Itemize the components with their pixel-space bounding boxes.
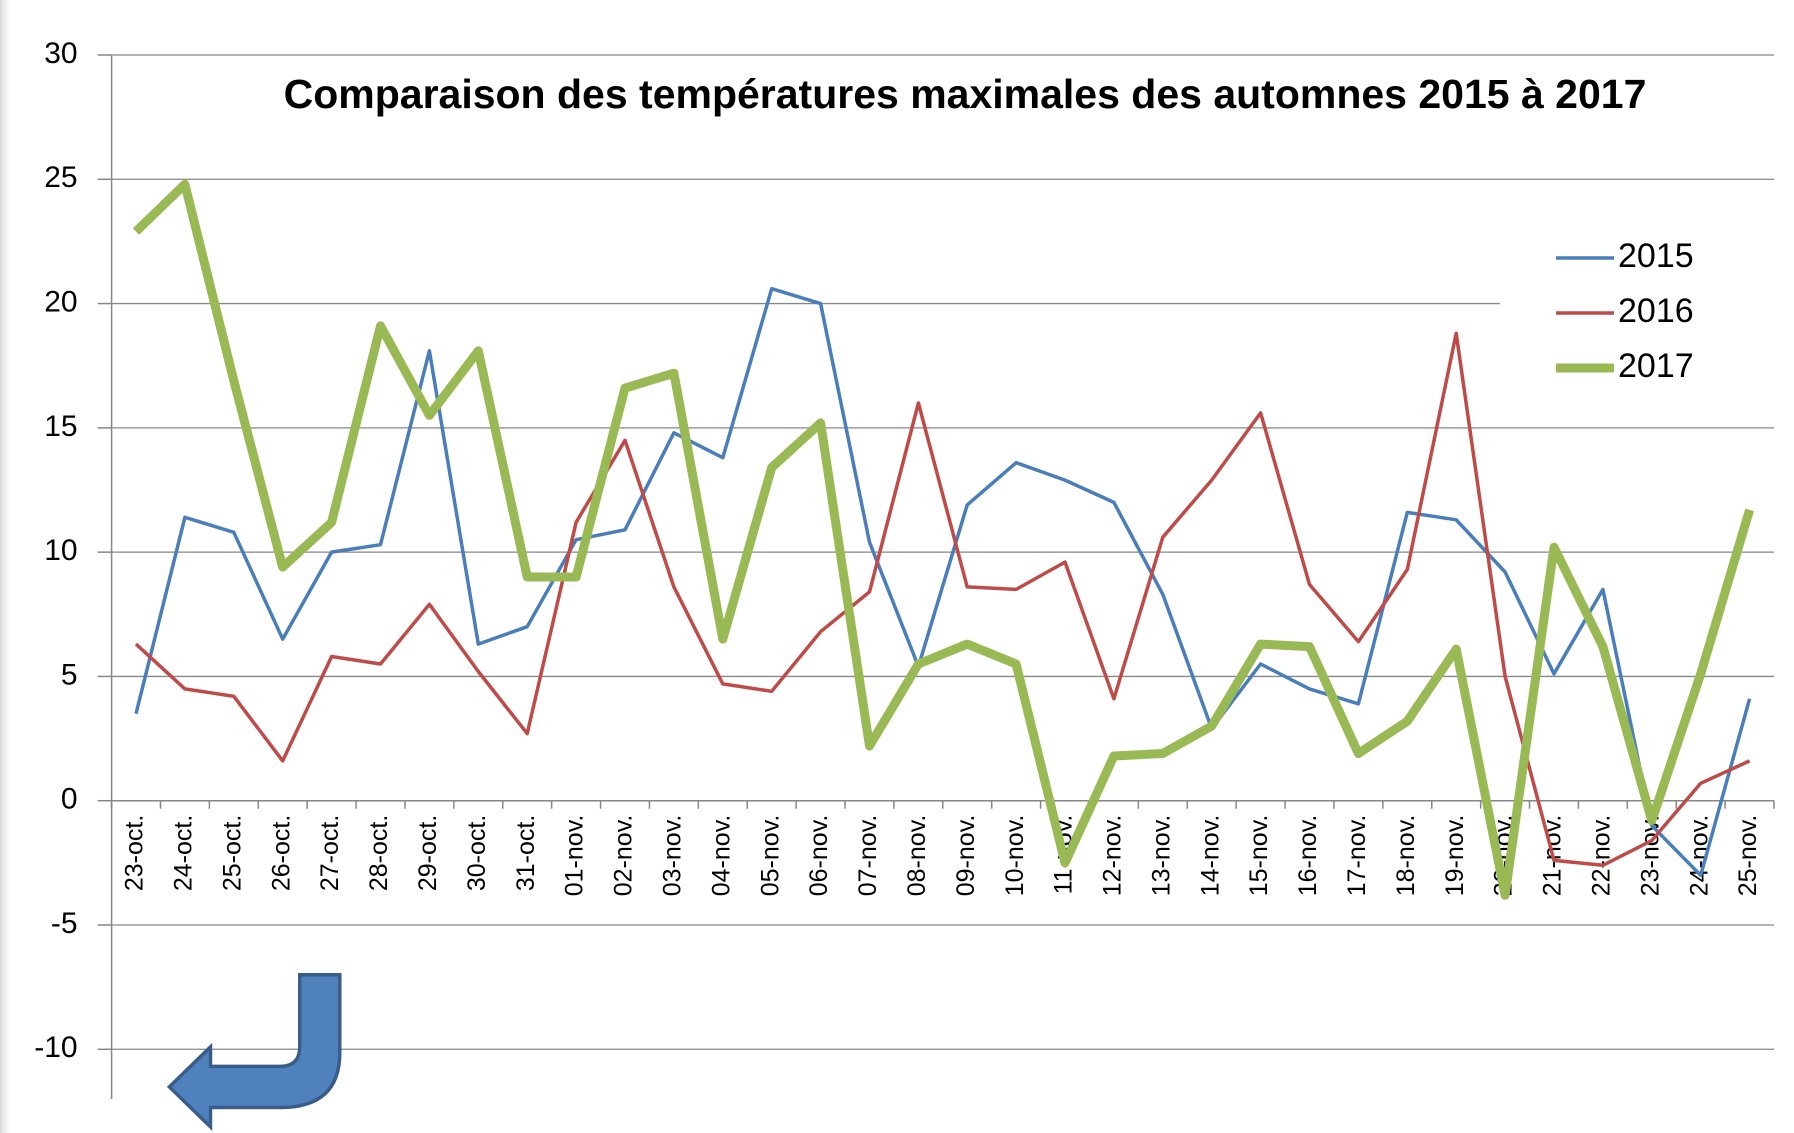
y-tick-label: 30 bbox=[44, 37, 77, 70]
series-line bbox=[134, 331, 1751, 868]
return-arrow[interactable] bbox=[166, 973, 342, 1132]
x-tick-label: 05-nov. bbox=[756, 815, 784, 897]
y-tick-label: 10 bbox=[44, 534, 77, 567]
legend-label: 2015 bbox=[1618, 237, 1694, 275]
x-tick-label: 24-oct. bbox=[170, 815, 198, 891]
y-tick-label: 25 bbox=[44, 161, 77, 194]
chart-title: Comparaison des températures maximales d… bbox=[284, 71, 1647, 117]
y-tick-label: -5 bbox=[51, 907, 78, 940]
x-tick-label: 02-nov. bbox=[610, 815, 638, 897]
series-line bbox=[132, 179, 1754, 900]
x-tick-label: 12-nov. bbox=[1099, 815, 1127, 897]
legend-label: 2017 bbox=[1618, 347, 1694, 385]
x-tick-label: 16-nov. bbox=[1294, 815, 1322, 897]
x-tick-label: 10-nov. bbox=[1001, 815, 1029, 897]
x-tick-label: 30-oct. bbox=[463, 815, 491, 891]
y-tick-label: 0 bbox=[61, 783, 78, 816]
y-tick-label: 15 bbox=[44, 410, 77, 443]
x-tick-label: 29-oct. bbox=[414, 815, 442, 891]
y-tick-label: 5 bbox=[61, 658, 78, 691]
x-tick-label: 17-nov. bbox=[1343, 815, 1371, 897]
x-tick-label: 23-nov. bbox=[1636, 815, 1664, 897]
series-line bbox=[134, 286, 1752, 878]
x-tick-label: 06-nov. bbox=[805, 815, 833, 897]
x-tick-label: 22-nov. bbox=[1587, 815, 1615, 897]
background-edge bbox=[0, 0, 14, 1133]
x-tick-label: 08-nov. bbox=[903, 815, 931, 897]
plot-area: -10 -5 0 5 10 15 20 25 30 23-oct. 24-oct. 25-oct. 26… bbox=[34, 37, 1792, 1099]
x-tick-label: 25-oct. bbox=[218, 815, 246, 891]
y-tick-label: -10 bbox=[34, 1031, 77, 1064]
x-tick-label: 03-nov. bbox=[658, 815, 686, 897]
x-tick-label: 27-oct. bbox=[316, 815, 344, 891]
x-tick-label: 18-nov. bbox=[1392, 815, 1420, 897]
x-tick-label: 24-nov. bbox=[1685, 815, 1713, 897]
x-tick-label: 31-oct. bbox=[512, 815, 540, 891]
x-tick-label: 04-nov. bbox=[707, 815, 735, 897]
x-tick-label: 15-nov. bbox=[1245, 815, 1273, 897]
x-tick-label: 09-nov. bbox=[952, 815, 980, 897]
x-tick-label: 19-nov. bbox=[1441, 815, 1469, 897]
legend-label: 2016 bbox=[1618, 292, 1694, 330]
y-tick-label: 20 bbox=[44, 285, 77, 318]
legend-box bbox=[1500, 202, 1792, 377]
x-tick-label: 28-oct. bbox=[365, 815, 393, 891]
x-tick-label: 26-oct. bbox=[267, 815, 295, 891]
x-tick-label: 07-nov. bbox=[854, 815, 882, 897]
x-tick-label: 14-nov. bbox=[1196, 815, 1224, 897]
x-tick-label: 25-nov. bbox=[1734, 815, 1762, 897]
x-tick-label: 13-nov. bbox=[1147, 815, 1175, 897]
x-tick-label: 23-oct. bbox=[121, 815, 149, 891]
x-tick-label: 01-nov. bbox=[561, 815, 589, 897]
